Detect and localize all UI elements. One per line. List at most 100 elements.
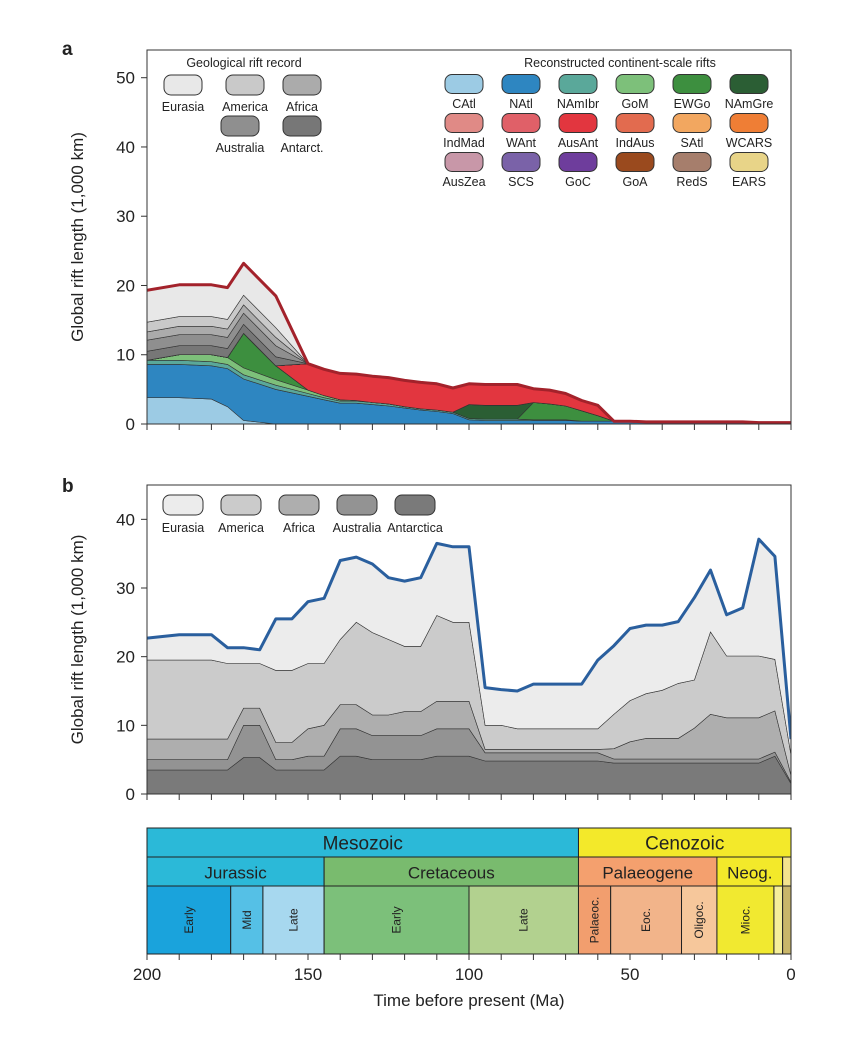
- legend-swatch-gom: [615, 74, 655, 94]
- timescale-epoch-label: Palaeoc.: [588, 897, 602, 944]
- timescale-epoch-label: Early: [390, 906, 404, 933]
- timescale-era-label: Mesozoic: [323, 834, 403, 855]
- legend-swatch-catl: [444, 74, 484, 94]
- legend-label: NAmIbr: [557, 97, 599, 111]
- x-tick-label: 100: [455, 965, 483, 984]
- timescale-period-box: [782, 856, 792, 887]
- panel-b: 0 10 20 30 40 Global rift length (1,000 km) Eu…: [68, 484, 792, 804]
- legend-label: SCS: [508, 175, 534, 189]
- timescale-epoch-label: Mid: [240, 910, 254, 929]
- y-tick-label: 10: [116, 346, 135, 365]
- legend-label: SAtl: [681, 136, 704, 150]
- legend-swatch-indmad: [444, 113, 484, 133]
- panel-a-tag: a: [62, 39, 73, 60]
- timescale-epoch-box: [716, 885, 775, 955]
- legend-swatch-namibr: [558, 74, 598, 94]
- timescale-epoch-label: Mioc.: [738, 906, 752, 935]
- x-tick-label: 0: [786, 965, 795, 984]
- legend-label: IndAus: [616, 136, 655, 150]
- timescale-epoch-box: [262, 885, 325, 955]
- legend-swatch-africa: [278, 494, 320, 516]
- y-tick-label: 30: [116, 207, 135, 226]
- total-line: [147, 537, 791, 740]
- legend-label: WAnt: [506, 136, 537, 150]
- legend-label: Eurasia: [162, 521, 204, 535]
- legend-label: EWGo: [674, 97, 711, 111]
- x-tick-label: 200: [133, 965, 161, 984]
- legend-swatch-natl: [501, 74, 541, 94]
- legend-swatch-wcars: [729, 113, 769, 133]
- legend-label: America: [222, 100, 268, 114]
- legend-swatch-america: [220, 494, 262, 516]
- legend-swatch-africa: [282, 74, 322, 96]
- legend-label: IndMad: [443, 136, 485, 150]
- legend-swatch-antarct-: [282, 115, 322, 137]
- legend-label: Australia: [216, 141, 265, 155]
- legend-swatch-reds: [672, 152, 712, 172]
- timescale-period-label: Palaeogene: [602, 864, 693, 883]
- legend-label: Africa: [283, 521, 315, 535]
- timescale-epoch-box: [323, 885, 470, 955]
- x-tick-label: 150: [294, 965, 322, 984]
- y-tick-label: 0: [126, 415, 135, 434]
- legend-label: CAtl: [452, 97, 476, 111]
- timescale-epoch-box: [610, 885, 683, 955]
- legend-swatch-ewgo: [672, 74, 712, 94]
- legend-swatch-eurasia: [162, 494, 204, 516]
- legend-label: NAmGre: [725, 97, 774, 111]
- x-tick-label: 50: [621, 965, 640, 984]
- legend-label: Antarct.: [280, 141, 323, 155]
- legend-swatch-america: [225, 74, 265, 96]
- legend-swatch-want: [501, 113, 541, 133]
- legend-swatch-australia: [220, 115, 260, 137]
- legend-label: Antarctica: [387, 521, 443, 535]
- legend-label: GoC: [565, 175, 591, 189]
- timescale-epoch-label: Late: [517, 908, 531, 932]
- plot-area: [147, 261, 791, 424]
- y-axis-title: Global rift length (1,000 km): [68, 132, 87, 342]
- legend-swatch-satl: [672, 113, 712, 133]
- legend-swatch-eurasia: [163, 74, 203, 96]
- legend-swatch-goa: [615, 152, 655, 172]
- timescale-era-label: Cenozoic: [645, 834, 724, 855]
- timescale-epoch-label: Late: [287, 908, 301, 932]
- legend-swatch-ears: [729, 152, 769, 172]
- legend-swatch-ausant: [558, 113, 598, 133]
- timescale-epoch-box: [773, 885, 784, 955]
- legend-label: NAtl: [509, 97, 533, 111]
- y-axis-title: Global rift length (1,000 km): [68, 535, 87, 745]
- legend-label: RedS: [676, 175, 707, 189]
- y-tick-label: 0: [126, 785, 135, 804]
- legend-swatch-indaus: [615, 113, 655, 133]
- legend-label: GoM: [621, 97, 648, 111]
- legend-swatch-australia: [336, 494, 378, 516]
- y-tick-label: 30: [116, 579, 135, 598]
- timescale-epoch-box: [681, 885, 718, 955]
- total-line: [147, 261, 791, 424]
- timescale-epoch-label: Eoc.: [639, 908, 653, 932]
- timescale-period-label: Jurassic: [204, 864, 267, 883]
- timescale-epoch-box: [468, 885, 579, 955]
- panel-a: 0 10 20 30 40 50 Global rift length (1,000 km)…: [68, 49, 792, 434]
- legend-swatch-antarctica: [394, 494, 436, 516]
- geologic-timescale: Mesozoic Cenozoic Jurassic Cretaceous Palaeo…: [133, 827, 796, 1010]
- timescale-period-label: Cretaceous: [408, 864, 495, 883]
- legend-reconstructed-title: Reconstructed continent-scale rifts: [524, 56, 716, 70]
- y-tick-label: 40: [116, 138, 135, 157]
- legend-swatch-namgre: [729, 74, 769, 94]
- y-tick-label: 50: [116, 69, 135, 88]
- y-tick-label: 10: [116, 716, 135, 735]
- legend-label: AusAnt: [558, 136, 599, 150]
- y-tick-label: 20: [116, 276, 135, 295]
- timescale-period-label: Neog.: [727, 864, 772, 883]
- legend-label: WCARS: [726, 136, 773, 150]
- legend-label: Africa: [286, 100, 318, 114]
- legend-swatch-auszea: [444, 152, 484, 172]
- x-axis-title: Time before present (Ma): [373, 991, 564, 1010]
- legend-label: AusZea: [442, 175, 485, 189]
- panel-b-tag: b: [62, 476, 74, 497]
- legend-label: EARS: [732, 175, 766, 189]
- timescale-period-box: [323, 856, 579, 887]
- legend-label: GoA: [622, 175, 648, 189]
